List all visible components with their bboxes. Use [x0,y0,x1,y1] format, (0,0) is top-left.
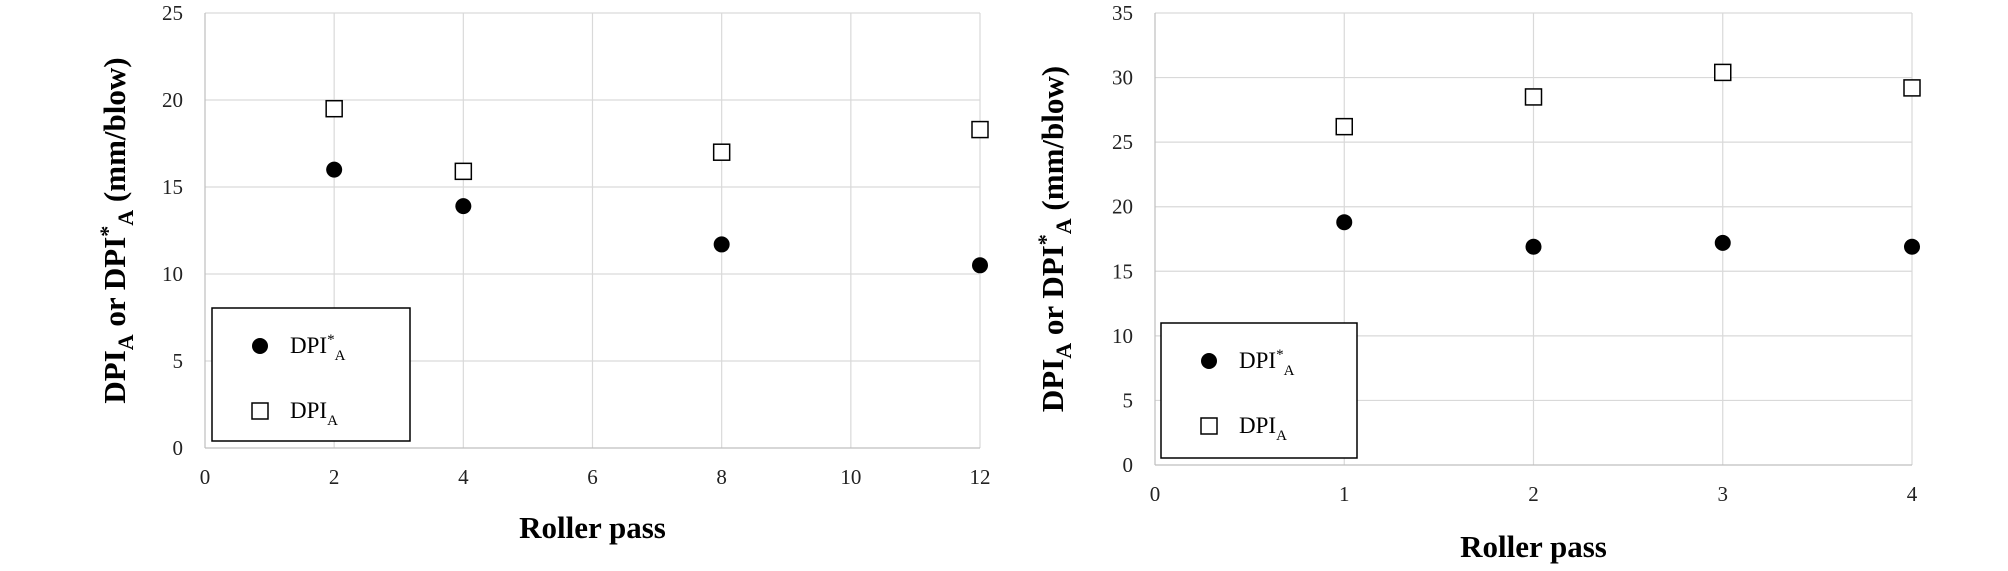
label-part: A [335,348,346,364]
x-tick-label: 0 [200,465,211,489]
label-part: A [1284,363,1295,379]
y-axis-title: DPIA or DPI*A (mm/blow) [1033,66,1076,412]
data-point-square [454,162,473,181]
label-part: A [113,334,138,350]
y-tick-label: 5 [1123,388,1134,412]
label-part: DPI [290,398,327,423]
label-part: DPI [1035,359,1070,412]
x-tick-label: 2 [329,465,340,489]
data-point-circle [1904,238,1920,255]
label-part: A [1051,218,1076,234]
y-tick-label: 25 [162,1,183,25]
legend-box [1160,322,1358,459]
y-tick-label: 20 [1112,195,1133,219]
legend-marker-circle [1201,353,1217,369]
label-part: * [1276,347,1284,363]
y-tick-label: 35 [1112,1,1133,25]
data-point-circle [1525,238,1542,255]
x-tick-label: 4 [1907,482,1918,506]
x-tick-label: 2 [1528,482,1539,506]
data-point-circle [1336,214,1353,231]
label-part: DPI [97,350,132,403]
y-axis-title: DPIA or DPI*A (mm/blow) [95,57,138,403]
data-point-square [325,99,343,118]
y-tick-label: 25 [1112,130,1133,154]
label-part: or [97,290,132,334]
data-point-square [1714,63,1732,82]
data-point-circle [1714,234,1731,251]
label-part: * [327,332,335,348]
legend-label: DPIA [1239,413,1287,444]
legend-label: DPIA [290,398,338,429]
x-tick-label: 1 [1339,482,1350,506]
data-point-circle [972,257,988,274]
data-point-square [1524,88,1543,106]
data-point-square [1903,79,1921,97]
legend-label: DPI*A [1239,347,1295,379]
legend-label: DPI*A [290,332,346,364]
y-tick-label: 10 [1112,324,1133,348]
label-part: A [1276,428,1287,444]
y-tick-label: 0 [1123,453,1134,477]
x-tick-label: 6 [587,465,598,489]
data-point-circle [455,198,472,215]
label-part: A [327,413,338,429]
label-part: (mm/blow) [1035,66,1070,218]
y-tick-label: 5 [173,349,184,373]
label-part: A [1051,343,1076,359]
x-axis-title: Roller pass [1460,529,1607,564]
legend-marker-square [251,402,269,420]
label-part: DPI [290,333,327,358]
x-tick-label: 0 [1150,482,1161,506]
y-tick-label: 15 [162,175,183,199]
label-part: DPI [97,237,132,290]
x-tick-label: 4 [458,465,469,489]
y-tick-label: 0 [173,436,184,460]
y-tick-label: 10 [162,262,183,286]
label-part: DPI [1239,348,1276,373]
x-tick-label: 10 [840,465,861,489]
x-tick-label: 12 [970,465,991,489]
legend-box [211,307,411,442]
data-point-square [1335,117,1353,136]
data-point-square [971,120,989,139]
legend-marker-circle [252,338,268,354]
label-part: (mm/blow) [97,57,132,209]
y-tick-label: 20 [162,88,183,112]
x-tick-label: 8 [716,465,727,489]
data-point-circle [326,161,343,178]
label-part: * [1033,234,1058,245]
label-part: DPI [1239,413,1276,438]
data-point-square [712,143,731,161]
label-part: DPI [1035,245,1070,298]
y-tick-label: 30 [1112,66,1133,90]
data-point-circle [713,236,730,253]
y-tick-label: 15 [1112,259,1133,283]
x-tick-label: 3 [1718,482,1729,506]
x-axis-title: Roller pass [519,510,666,545]
label-part: A [113,210,138,226]
label-part: or [1035,299,1070,343]
legend-marker-square [1200,417,1218,435]
label-part: * [95,226,120,237]
